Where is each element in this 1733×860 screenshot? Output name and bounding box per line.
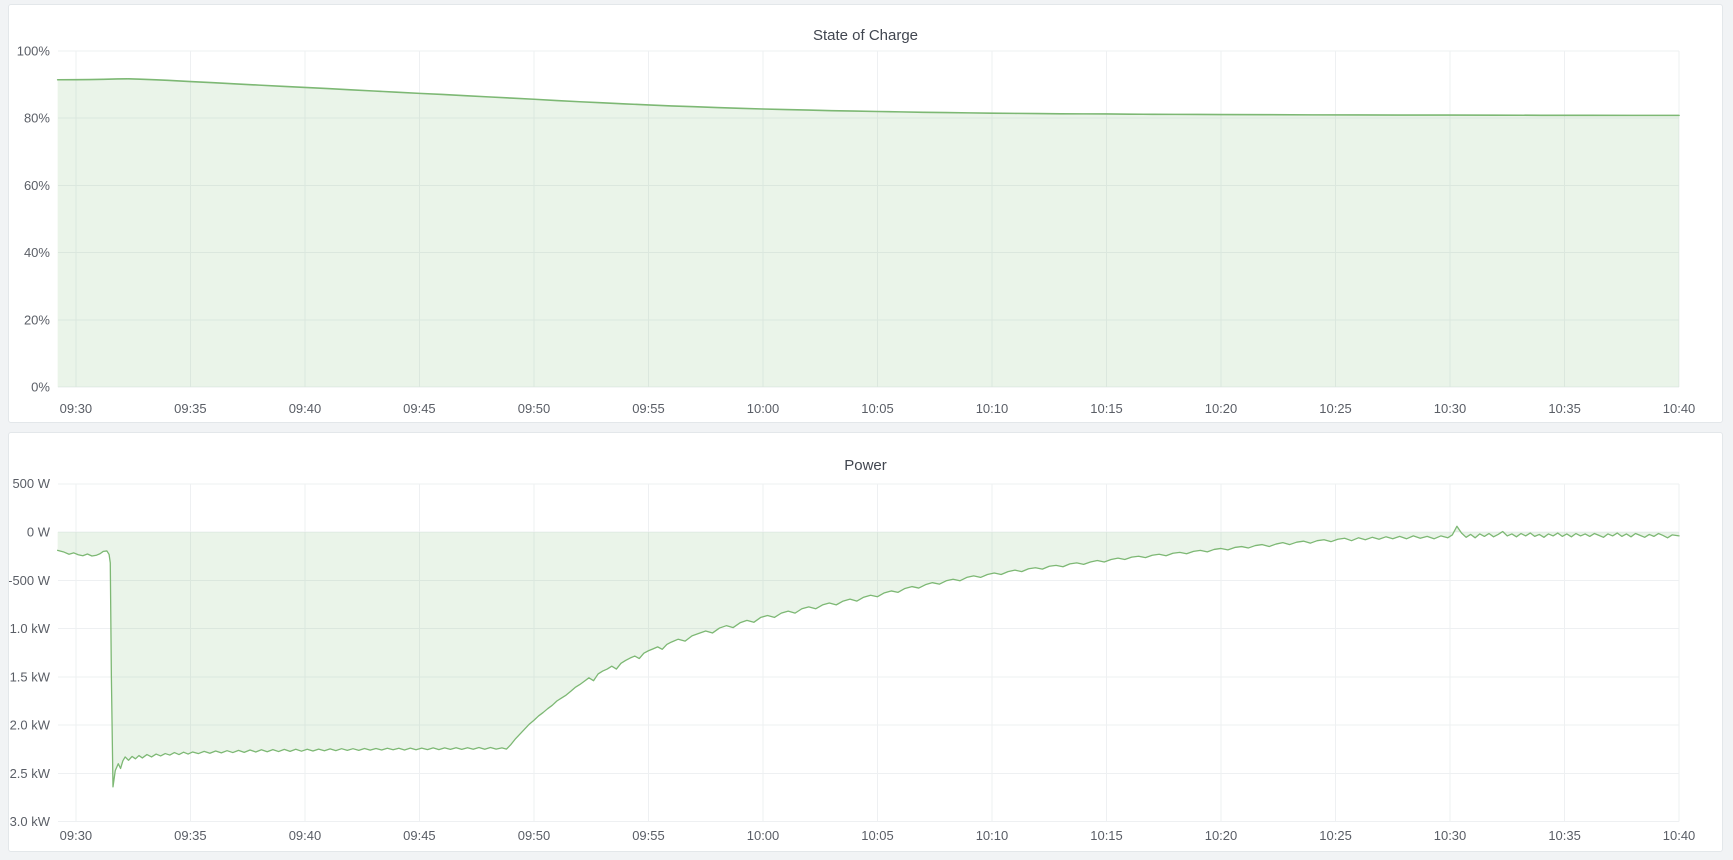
x-axis-tick-label: 09:40	[289, 401, 321, 416]
x-axis-tick-label: 10:05	[861, 401, 893, 416]
panel-title-state-of-charge[interactable]: State of Charge	[812, 27, 919, 45]
state-of-charge-series-line	[56, 78, 1680, 117]
y-axis-tick-label: 0%	[31, 380, 50, 395]
x-axis-tick-label: 09:55	[632, 828, 664, 843]
x-axis-tick-label: 10:40	[1663, 828, 1695, 843]
x-axis-tick-label: 10:35	[1548, 828, 1580, 843]
x-axis-tick-label: 09:35	[174, 828, 206, 843]
x-axis-tick-label: 09:30	[60, 401, 92, 416]
y-axis-tick-label: 100%	[17, 43, 51, 58]
x-axis-tick-label: 09:40	[289, 828, 321, 843]
x-axis-tick-label: 09:45	[403, 401, 435, 416]
x-axis-tick-label: 10:20	[1205, 828, 1237, 843]
x-axis-tick-label: 09:50	[518, 828, 550, 843]
y-axis-tick-label: -1.0 kW	[9, 621, 51, 636]
x-axis-tick-label: 09:35	[174, 401, 206, 416]
x-axis-tick-label: 09:55	[632, 401, 664, 416]
power-series-line	[56, 525, 1680, 788]
x-axis-tick-label: 09:45	[403, 828, 435, 843]
x-axis-tick-label: 10:05	[861, 828, 893, 843]
x-axis-tick-label: 10:35	[1548, 401, 1580, 416]
x-axis-tick-label: 10:00	[747, 401, 779, 416]
panel-header: State of Charge	[9, 15, 1722, 57]
x-axis-tick-label: 10:20	[1205, 401, 1237, 416]
y-axis-tick-label: -2.5 kW	[9, 766, 51, 781]
y-axis-tick-label: 500 W	[12, 476, 50, 491]
x-axis-tick-label: 10:10	[976, 828, 1008, 843]
y-axis-tick-label: -2.0 kW	[9, 718, 51, 733]
x-axis-tick-label: 10:00	[747, 828, 779, 843]
y-axis-tick-label: 0 W	[27, 525, 51, 540]
x-axis-tick-label: 10:15	[1090, 401, 1122, 416]
state-of-charge-area	[57, 78, 1680, 388]
x-axis-tick-label: 10:40	[1663, 401, 1695, 416]
x-axis-tick-label: 10:25	[1319, 828, 1351, 843]
y-axis-tick-label: 40%	[24, 245, 50, 260]
y-axis-tick-label: -3.0 kW	[9, 814, 51, 829]
x-axis-tick-label: 09:30	[60, 828, 92, 843]
x-axis-tick-label: 10:30	[1434, 401, 1466, 416]
x-axis-tick-label: 10:25	[1319, 401, 1351, 416]
panel-state-of-charge: 100% 80% 60% 40% 20% 0% 09:30 09:35 09:40 09:45 09…	[8, 4, 1723, 423]
power-area	[57, 526, 1680, 787]
y-axis-tick-label: -1.5 kW	[9, 669, 51, 684]
y-axis-tick-label: 80%	[24, 111, 50, 126]
panel-power: 500 W 0 W -500 W -1.0 kW -1.5 kW -2.0 kW -2.5 …	[8, 432, 1723, 852]
x-axis-tick-label: 10:15	[1090, 828, 1122, 843]
x-axis-tick-label: 09:50	[518, 401, 550, 416]
panel-header: Power	[9, 445, 1722, 487]
y-axis-tick-label: 60%	[24, 178, 50, 193]
y-axis-tick-label: -500 W	[9, 573, 51, 588]
y-axis-tick-label: 20%	[24, 312, 50, 327]
power-chart-canvas[interactable]: 500 W 0 W -500 W -1.0 kW -1.5 kW -2.0 kW -2.5 …	[9, 433, 1722, 851]
x-axis-tick-label: 10:30	[1434, 828, 1466, 843]
state-of-charge-chart-canvas[interactable]: 100% 80% 60% 40% 20% 0% 09:30 09:35 09:40 09:45 09…	[9, 5, 1722, 422]
panel-title-power[interactable]: Power	[844, 457, 887, 475]
x-axis-tick-label: 10:10	[976, 401, 1008, 416]
